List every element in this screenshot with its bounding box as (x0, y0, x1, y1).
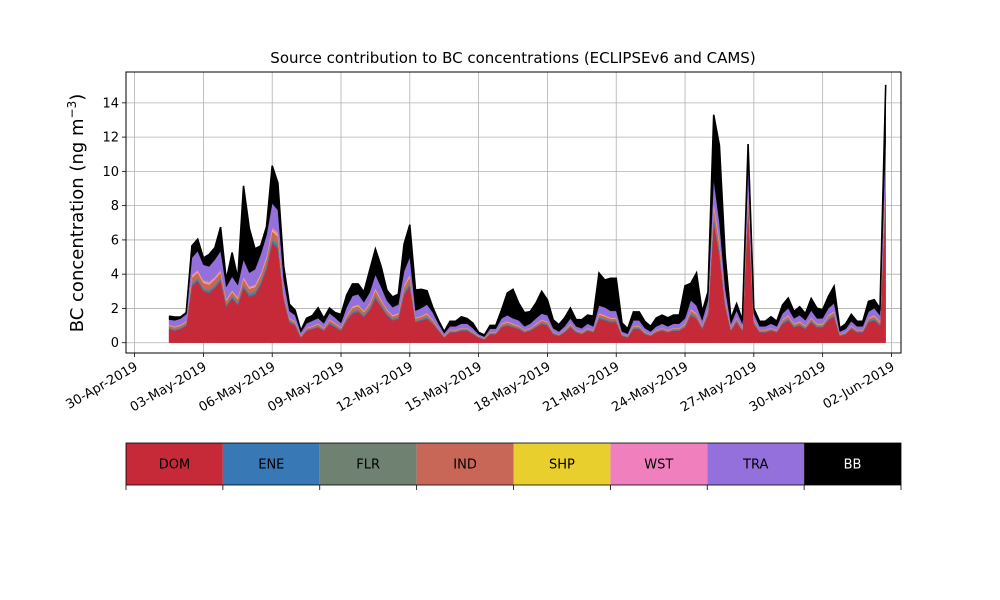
y-axis-label: BC concentration (ng m−3) (65, 94, 88, 333)
legend-swatch-wst (610, 443, 708, 485)
legend-label-flr: FLR (356, 458, 380, 473)
x-tick-label: 12-May-2019 (334, 359, 416, 415)
y-tick-label: 4 (111, 268, 119, 283)
legend-label-ind: IND (453, 458, 477, 473)
x-tick-label: 30-May-2019 (747, 359, 829, 415)
x-tick-label: 27-May-2019 (678, 359, 760, 415)
plot-frame (125, 71, 902, 354)
y-tick-label: 6 (111, 233, 119, 248)
x-tick-label: 24-May-2019 (609, 359, 691, 415)
x-tick-label: 02-Jun-2019 (821, 359, 898, 412)
y-tick-label: 2 (111, 302, 119, 317)
x-tick-label: 09-May-2019 (265, 359, 347, 415)
x-tick-label: 18-May-2019 (472, 359, 554, 415)
legend-colorbar: DOM ENE FLR IND SHP WST TRA BB (125, 442, 902, 490)
stacked-areas (168, 84, 887, 343)
legend-swatch-shp (513, 443, 611, 485)
legend-label-ene: ENE (258, 458, 284, 473)
y-axis: 0 2 4 6 8 10 12 14 (102, 96, 126, 351)
legend-swatch-flr (319, 443, 417, 485)
y-tick-label: 0 (111, 336, 119, 351)
legend-label-bb: BB (844, 458, 862, 473)
y-tick-label: 8 (111, 199, 119, 214)
legend-label-dom: DOM (159, 458, 190, 473)
legend-label-tra: TRA (742, 458, 768, 473)
total-outline (168, 84, 887, 337)
x-tick-label: 03-May-2019 (128, 359, 210, 415)
x-tick-label: 21-May-2019 (541, 359, 623, 415)
y-tick-label: 14 (102, 96, 119, 111)
x-axis: 30-Apr-201903-May-201906-May-201909-May-… (63, 353, 897, 415)
legend-label-shp: SHP (549, 458, 575, 473)
x-tick-label: 06-May-2019 (197, 359, 279, 415)
legend-swatch-bb (804, 443, 901, 485)
legend-label-wst: WST (644, 458, 673, 473)
x-tick-label: 15-May-2019 (403, 359, 485, 415)
legend-swatch-tra (707, 443, 805, 485)
chart-title: Source contribution to BC concentrations… (270, 49, 755, 67)
y-tick-label: 12 (102, 131, 119, 146)
y-tick-label: 10 (102, 165, 119, 180)
legend-swatch-ene (222, 443, 320, 485)
legend-swatch-dom (126, 443, 223, 485)
legend-swatch-ind (416, 443, 514, 485)
